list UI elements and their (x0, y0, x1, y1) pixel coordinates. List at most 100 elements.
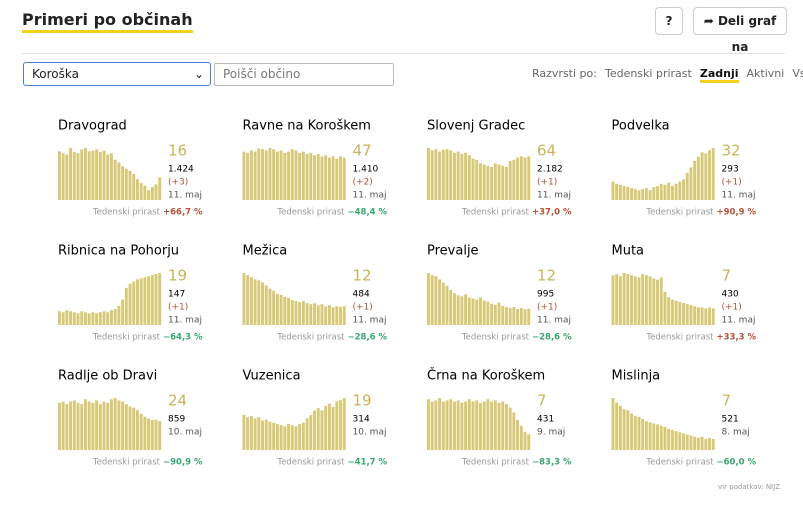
panel-change: (+3) (168, 178, 188, 188)
bar (449, 150, 453, 200)
bar (505, 306, 508, 325)
bar (471, 298, 475, 325)
bar (95, 313, 99, 325)
bar (667, 297, 671, 325)
bar (309, 152, 313, 200)
bar (667, 428, 671, 450)
bar (294, 150, 298, 200)
bar (147, 190, 151, 200)
bar (316, 305, 320, 325)
bar (301, 301, 305, 325)
bar (467, 297, 471, 325)
panel-title: Slovenj Gradec (427, 119, 525, 134)
bar (342, 306, 346, 325)
growth-value: +90,9 % (717, 208, 757, 218)
growth-label: Tedenski prirast (461, 458, 530, 468)
panel-date: 11. maj (353, 191, 387, 201)
bar (139, 183, 143, 200)
bar (449, 289, 453, 325)
bar (471, 158, 475, 200)
bar (128, 170, 132, 200)
bar (110, 310, 113, 325)
region-select[interactable]: Koroška ⌄ (23, 62, 211, 86)
bar (76, 402, 80, 450)
bar (253, 279, 257, 325)
bar (490, 401, 494, 450)
bar (327, 157, 331, 200)
bar (449, 399, 453, 450)
separator (22, 53, 785, 54)
bar (497, 302, 501, 325)
bar (339, 306, 342, 325)
bar (154, 184, 158, 200)
bar (143, 185, 147, 200)
bar (76, 153, 80, 200)
bar (708, 437, 711, 450)
bar (464, 152, 468, 200)
bar (505, 404, 508, 450)
bar (261, 282, 264, 325)
bar (633, 189, 637, 200)
bar (61, 312, 65, 325)
bar (708, 307, 711, 325)
growth-label: Tedenski prirast (461, 333, 530, 343)
bar (147, 276, 151, 325)
panel-change: (+1) (722, 303, 742, 313)
bar (279, 425, 283, 450)
bar (279, 150, 283, 200)
bar (479, 163, 482, 200)
bar (257, 280, 261, 325)
bar (320, 410, 324, 450)
bar (117, 305, 121, 325)
bar (121, 299, 125, 325)
panel-value: 32 (722, 142, 741, 160)
bar (445, 149, 449, 200)
bar (257, 148, 261, 200)
bar (667, 182, 671, 200)
bar (685, 434, 689, 450)
growth-label: Tedenski prirast (276, 208, 345, 218)
bar (626, 187, 630, 200)
bar (512, 306, 516, 325)
panel-total: 147 (168, 290, 185, 300)
bar (335, 306, 339, 325)
bar (102, 150, 106, 200)
bar (479, 402, 482, 450)
bar (626, 274, 630, 325)
bar (615, 402, 619, 450)
bar (438, 151, 442, 200)
bar (696, 307, 700, 325)
bar (678, 181, 682, 200)
bar (615, 183, 619, 200)
bar (324, 155, 328, 200)
bar (80, 311, 84, 325)
growth-label: Tedenski prirast (645, 333, 714, 343)
bar (427, 399, 430, 450)
bar (434, 400, 438, 450)
growth-value: +66,7 % (163, 208, 203, 218)
bar (106, 402, 110, 450)
bar (700, 307, 704, 325)
panel-value: 12 (353, 267, 372, 285)
sort-option[interactable]: Zadnji (699, 67, 739, 83)
bar (268, 148, 272, 200)
bar (689, 167, 693, 200)
bar (656, 279, 659, 325)
bar (331, 307, 335, 325)
panel-change: (+1) (353, 303, 373, 313)
bar (516, 309, 520, 325)
search-input[interactable]: Poišči občino (214, 63, 394, 86)
bar (91, 402, 95, 450)
bar (139, 413, 143, 450)
bar (611, 398, 615, 450)
bar (630, 275, 633, 325)
help-button[interactable]: ? (655, 7, 683, 35)
sort-option[interactable]: Tedenski prirast (604, 67, 692, 80)
sort-option[interactable]: Aktivni (746, 67, 785, 80)
bar (682, 433, 685, 450)
bar (486, 301, 490, 325)
sort-option[interactable]: Vsi (792, 67, 803, 80)
bar (275, 293, 279, 325)
bar (438, 398, 442, 450)
share-button[interactable]: ➦ Deli graf na (693, 7, 787, 54)
